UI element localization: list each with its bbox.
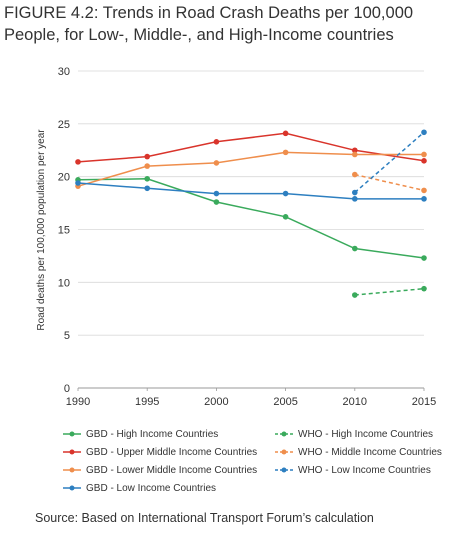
legend-swatch bbox=[275, 449, 293, 455]
x-tick-label: 2015 bbox=[412, 396, 436, 408]
data-point bbox=[213, 190, 220, 197]
legend-label: WHO - High Income Countries bbox=[298, 428, 434, 440]
legend-swatch bbox=[63, 449, 81, 455]
data-point bbox=[144, 175, 150, 182]
legend-label: GBD - High Income Countries bbox=[86, 428, 219, 440]
legend-item: WHO - Middle Income Countries bbox=[274, 443, 442, 461]
y-tick-label: 15 bbox=[58, 225, 70, 237]
data-point bbox=[352, 147, 358, 154]
legend-swatch bbox=[275, 431, 293, 437]
legend-item: GBD - Upper Middle Income Countries bbox=[62, 443, 257, 461]
gridlines bbox=[77, 70, 425, 391]
x-tick-label: 1995 bbox=[135, 396, 159, 408]
data-point bbox=[352, 292, 358, 298]
data-point bbox=[352, 196, 358, 202]
legend-swatch bbox=[63, 431, 81, 437]
legend-swatch bbox=[275, 467, 293, 473]
series-2 bbox=[75, 149, 427, 189]
data-point bbox=[75, 159, 81, 165]
legend-item: WHO - High Income Countries bbox=[274, 425, 433, 443]
legend-swatch bbox=[63, 485, 81, 491]
series-5 bbox=[352, 171, 427, 194]
figure-title: FIGURE 4.2: Trends in Road Crash Deaths … bbox=[4, 4, 414, 44]
data-point bbox=[421, 151, 427, 158]
data-point bbox=[282, 214, 289, 220]
data-point bbox=[213, 138, 220, 145]
series-1 bbox=[75, 130, 427, 165]
series-6 bbox=[352, 129, 427, 196]
data-point bbox=[421, 285, 427, 292]
y-tick-label: 0 bbox=[64, 383, 70, 395]
x-tick-label: 2010 bbox=[343, 396, 367, 408]
data-point bbox=[144, 185, 150, 192]
series-lines bbox=[75, 129, 427, 298]
series-line bbox=[77, 178, 425, 259]
legend-label: GBD - Low Income Countries bbox=[86, 482, 217, 494]
series-line bbox=[77, 182, 424, 200]
legend-label: WHO - Low Income Countries bbox=[298, 464, 431, 476]
data-point bbox=[421, 255, 427, 261]
series-line bbox=[354, 287, 425, 296]
x-axis-tick-labels: 1990 1995 2000 2005 2010 2015 bbox=[66, 396, 436, 408]
data-point bbox=[421, 187, 427, 194]
series-line bbox=[77, 132, 425, 163]
data-point bbox=[144, 163, 150, 169]
data-point bbox=[352, 171, 358, 178]
y-axis-tick-labels: 0 5 10 15 20 25 30 bbox=[58, 66, 70, 395]
y-tick-label: 25 bbox=[58, 119, 70, 131]
y-tick-label: 20 bbox=[58, 172, 70, 184]
data-point bbox=[421, 158, 427, 164]
data-point bbox=[352, 151, 358, 158]
legend-label: GBD - Upper Middle Income Countries bbox=[86, 446, 258, 458]
legend-item: WHO - Low Income Countries bbox=[274, 461, 431, 479]
y-tick-label: 10 bbox=[58, 277, 70, 289]
legend-swatch bbox=[63, 467, 81, 473]
legend-item: GBD - Lower Middle Income Countries bbox=[62, 461, 257, 479]
data-point bbox=[282, 190, 289, 197]
y-axis-label: Road deaths per 100,000 population per y… bbox=[36, 129, 47, 331]
data-point bbox=[352, 245, 358, 252]
x-tick-label: 2000 bbox=[204, 396, 228, 408]
x-tick-label: 1990 bbox=[66, 396, 90, 408]
legend-label: GBD - Lower Middle Income Countries bbox=[86, 464, 258, 476]
legend-item: GBD - High Income Countries bbox=[62, 425, 218, 443]
data-point bbox=[421, 129, 427, 136]
data-point bbox=[352, 189, 358, 196]
data-point bbox=[282, 130, 289, 137]
source-note: Source: Based on International Transport… bbox=[35, 511, 374, 525]
line-chart: 0 5 10 15 20 25 30 1990 1995 2000 2005 2010 2015 Ro… bbox=[36, 66, 436, 408]
series-line bbox=[77, 151, 424, 187]
data-point bbox=[144, 153, 150, 160]
series-4 bbox=[352, 285, 427, 298]
series-0 bbox=[75, 175, 427, 261]
data-point bbox=[421, 196, 427, 202]
data-point bbox=[75, 180, 81, 186]
x-tick-label: 2005 bbox=[273, 396, 297, 408]
data-point bbox=[282, 149, 289, 156]
y-tick-label: 30 bbox=[58, 66, 70, 78]
y-tick-label: 5 bbox=[64, 330, 70, 342]
data-point bbox=[213, 199, 220, 205]
series-line bbox=[354, 173, 425, 192]
legend-item: GBD - Low Income Countries bbox=[62, 479, 216, 497]
legend-label: WHO - Middle Income Countries bbox=[298, 446, 442, 458]
series-3 bbox=[75, 180, 427, 202]
series-line bbox=[354, 131, 425, 194]
data-point bbox=[213, 160, 220, 166]
